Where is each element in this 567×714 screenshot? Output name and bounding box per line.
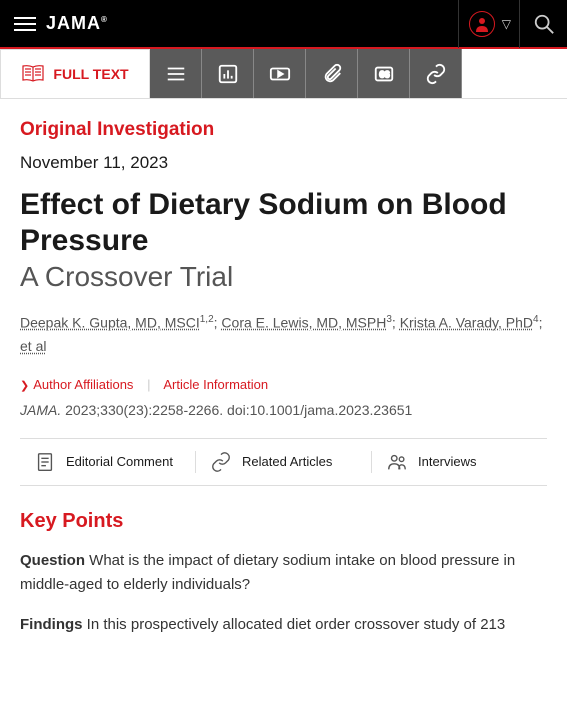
play-icon xyxy=(269,63,291,85)
tab-supplement[interactable] xyxy=(306,49,358,98)
document-icon xyxy=(34,451,56,473)
chevron-down-icon: ▽ xyxy=(502,17,511,31)
tab-video[interactable] xyxy=(254,49,306,98)
citation: JAMA. 2023;330(23):2258-2266. doi:10.100… xyxy=(20,402,547,418)
related-content-bar: Editorial Comment Related Articles Inter… xyxy=(20,438,547,486)
article-content: Original Investigation November 11, 2023… xyxy=(0,99,567,669)
tab-share[interactable] xyxy=(410,49,462,98)
quote-icon: 66 xyxy=(373,63,395,85)
link-icon xyxy=(210,451,232,473)
user-icon xyxy=(469,11,495,37)
article-links: ❯Author Affiliations | Article Informati… xyxy=(20,377,547,392)
tab-references[interactable]: 66 xyxy=(358,49,410,98)
tab-figures[interactable] xyxy=(202,49,254,98)
author-list: Deepak K. Gupta, MD, MSCI1,2; Cora E. Le… xyxy=(20,311,547,359)
link-icon xyxy=(425,63,447,85)
search-icon xyxy=(533,13,555,35)
paperclip-icon xyxy=(321,63,343,85)
content-toolbar: FULL TEXT 66 xyxy=(0,49,567,99)
findings-label: Findings xyxy=(20,616,83,633)
author-link[interactable]: Deepak K. Gupta, MD, MSCI xyxy=(20,315,200,331)
article-subtitle: A Crossover Trial xyxy=(20,261,547,293)
publication-date: November 11, 2023 xyxy=(20,153,547,173)
people-icon xyxy=(386,451,408,473)
chart-icon xyxy=(217,63,239,85)
article-type: Original Investigation xyxy=(20,119,547,141)
hamburger-icon xyxy=(14,17,36,31)
logo: JAMA® xyxy=(46,13,108,34)
editorial-comment-link[interactable]: Editorial Comment xyxy=(20,451,196,473)
keypoints-heading: Key Points xyxy=(20,510,547,533)
etal-link[interactable]: et al xyxy=(20,338,46,354)
question-label: Question xyxy=(20,552,85,569)
chevron-right-icon: ❯ xyxy=(20,380,29,392)
article-info-link[interactable]: Article Information xyxy=(163,377,268,392)
interviews-link[interactable]: Interviews xyxy=(372,451,547,473)
interviews-label: Interviews xyxy=(418,454,477,470)
tab-fulltext[interactable]: FULL TEXT xyxy=(0,49,150,98)
sections-icon xyxy=(165,63,187,85)
search-button[interactable] xyxy=(519,0,567,48)
related-label: Related Articles xyxy=(242,454,332,470)
author-link[interactable]: Krista A. Varady, PhD xyxy=(400,315,533,331)
keypoints-question: Question What is the impact of dietary s… xyxy=(20,549,547,597)
user-account-button[interactable] xyxy=(458,0,506,48)
keypoints-findings: Findings In this prospectively allocated… xyxy=(20,613,547,637)
article-title: Effect of Dietary Sodium on Blood Pressu… xyxy=(20,187,547,259)
author-link[interactable]: Cora E. Lewis, MD, MSPH xyxy=(221,315,386,331)
menu-button[interactable]: JAMA® xyxy=(0,0,100,48)
tab-fulltext-label: FULL TEXT xyxy=(53,66,128,82)
affiliations-link[interactable]: Author Affiliations xyxy=(33,377,133,392)
svg-text:66: 66 xyxy=(379,69,389,79)
tab-sections[interactable] xyxy=(150,49,202,98)
book-icon xyxy=(21,65,45,83)
editorial-label: Editorial Comment xyxy=(66,454,173,470)
top-bar: JAMA® ▽ xyxy=(0,0,567,49)
related-articles-link[interactable]: Related Articles xyxy=(196,451,372,473)
